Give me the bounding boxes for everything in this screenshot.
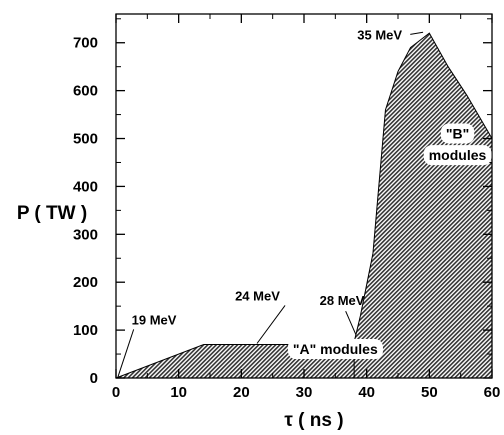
y-tick-label-100: 100 (73, 322, 98, 339)
y-tick-label-300: 300 (73, 226, 98, 243)
x-tick-label-40: 40 (358, 384, 375, 401)
energy-annotation: 24 MeV (235, 288, 280, 303)
annotation-pointer-line (117, 329, 135, 378)
region-label-background (287, 339, 383, 360)
y-tick-label-200: 200 (73, 274, 98, 291)
x-tick-label-20: 20 (233, 384, 250, 401)
x-axis-title: τ ( ns ) (284, 410, 343, 431)
x-tick-label-50: 50 (421, 384, 438, 401)
region-label: modules (429, 147, 487, 163)
series-b-area (353, 32, 493, 379)
energy-annotation: 19 MeV (132, 312, 177, 327)
annotation-pointer-line (345, 310, 357, 336)
region-label: "A" modules (293, 341, 378, 357)
y-tick-label-400: 400 (73, 178, 98, 195)
region-label: "B" (446, 126, 469, 142)
x-tick-label-60: 60 (484, 384, 501, 401)
energy-annotation: 28 MeV (320, 293, 365, 308)
annotation-pointer-line (256, 305, 286, 344)
y-tick-label-600: 600 (73, 83, 98, 100)
x-tick-label-30: 30 (296, 384, 313, 401)
y-tick-label-700: 700 (73, 35, 98, 52)
y-axis-title: P ( TW ) (17, 203, 87, 224)
x-tick-label-10: 10 (170, 384, 187, 401)
x-tick-label-0: 0 (112, 384, 120, 401)
annotation-pointer-line (410, 31, 424, 35)
y-tick-label-0: 0 (90, 370, 98, 387)
y-tick-label-500: 500 (73, 131, 98, 148)
energy-annotation: 35 MeV (357, 27, 402, 42)
region-label-background (423, 145, 492, 166)
region-label-background (440, 123, 475, 144)
